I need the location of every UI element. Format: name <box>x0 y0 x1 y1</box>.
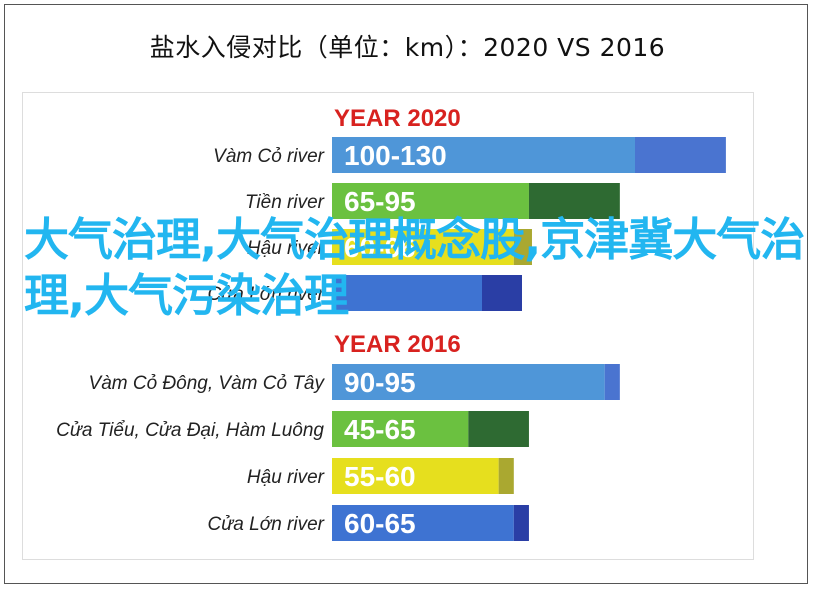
bar-range <box>528 183 620 219</box>
bar-min <box>332 183 529 219</box>
category-label: Vàm Cỏ Đông, Vàm Cỏ Tây <box>89 373 326 394</box>
outer-frame <box>4 4 808 584</box>
page-title: 盐水入侵对比（单位：km）：2020 VS 2016 <box>149 33 666 62</box>
value-label: 60-66 <box>344 232 416 263</box>
category-label: Cửa Lớn river <box>208 284 325 305</box>
bar-min <box>332 137 635 173</box>
category-label: Cửa Tiểu, Cửa Đại, Hàm Luông <box>56 420 324 441</box>
bar-range <box>498 458 514 494</box>
bar-range <box>513 505 529 541</box>
value-label: 90-95 <box>344 367 416 398</box>
bar-range <box>482 275 522 311</box>
bar-min <box>332 411 469 447</box>
category-label: Vàm Cỏ river <box>213 146 325 167</box>
value-label: 60-65 <box>344 508 416 539</box>
category-label: Hậu river <box>247 238 325 259</box>
bar-min <box>332 458 499 494</box>
bar-range <box>635 137 726 173</box>
category-label: Tiền river <box>245 192 325 213</box>
category-label: Cửa Lớn river <box>208 514 325 535</box>
chart-title-0: YEAR 2020 <box>334 105 461 132</box>
bar-range <box>468 411 529 447</box>
bar-min <box>332 505 514 541</box>
value-label: 65-95 <box>344 186 416 217</box>
bar-min <box>332 229 514 265</box>
bar-range <box>513 229 532 265</box>
value-label: 45-65 <box>344 414 416 445</box>
chart-title-1: YEAR 2016 <box>334 331 461 358</box>
value-label: 55-60 <box>344 461 416 492</box>
category-label: Hậu river <box>247 467 325 488</box>
bar-min <box>332 364 605 400</box>
bar-range <box>604 364 620 400</box>
bar-min <box>332 275 482 311</box>
value-label: 100-130 <box>344 140 447 171</box>
